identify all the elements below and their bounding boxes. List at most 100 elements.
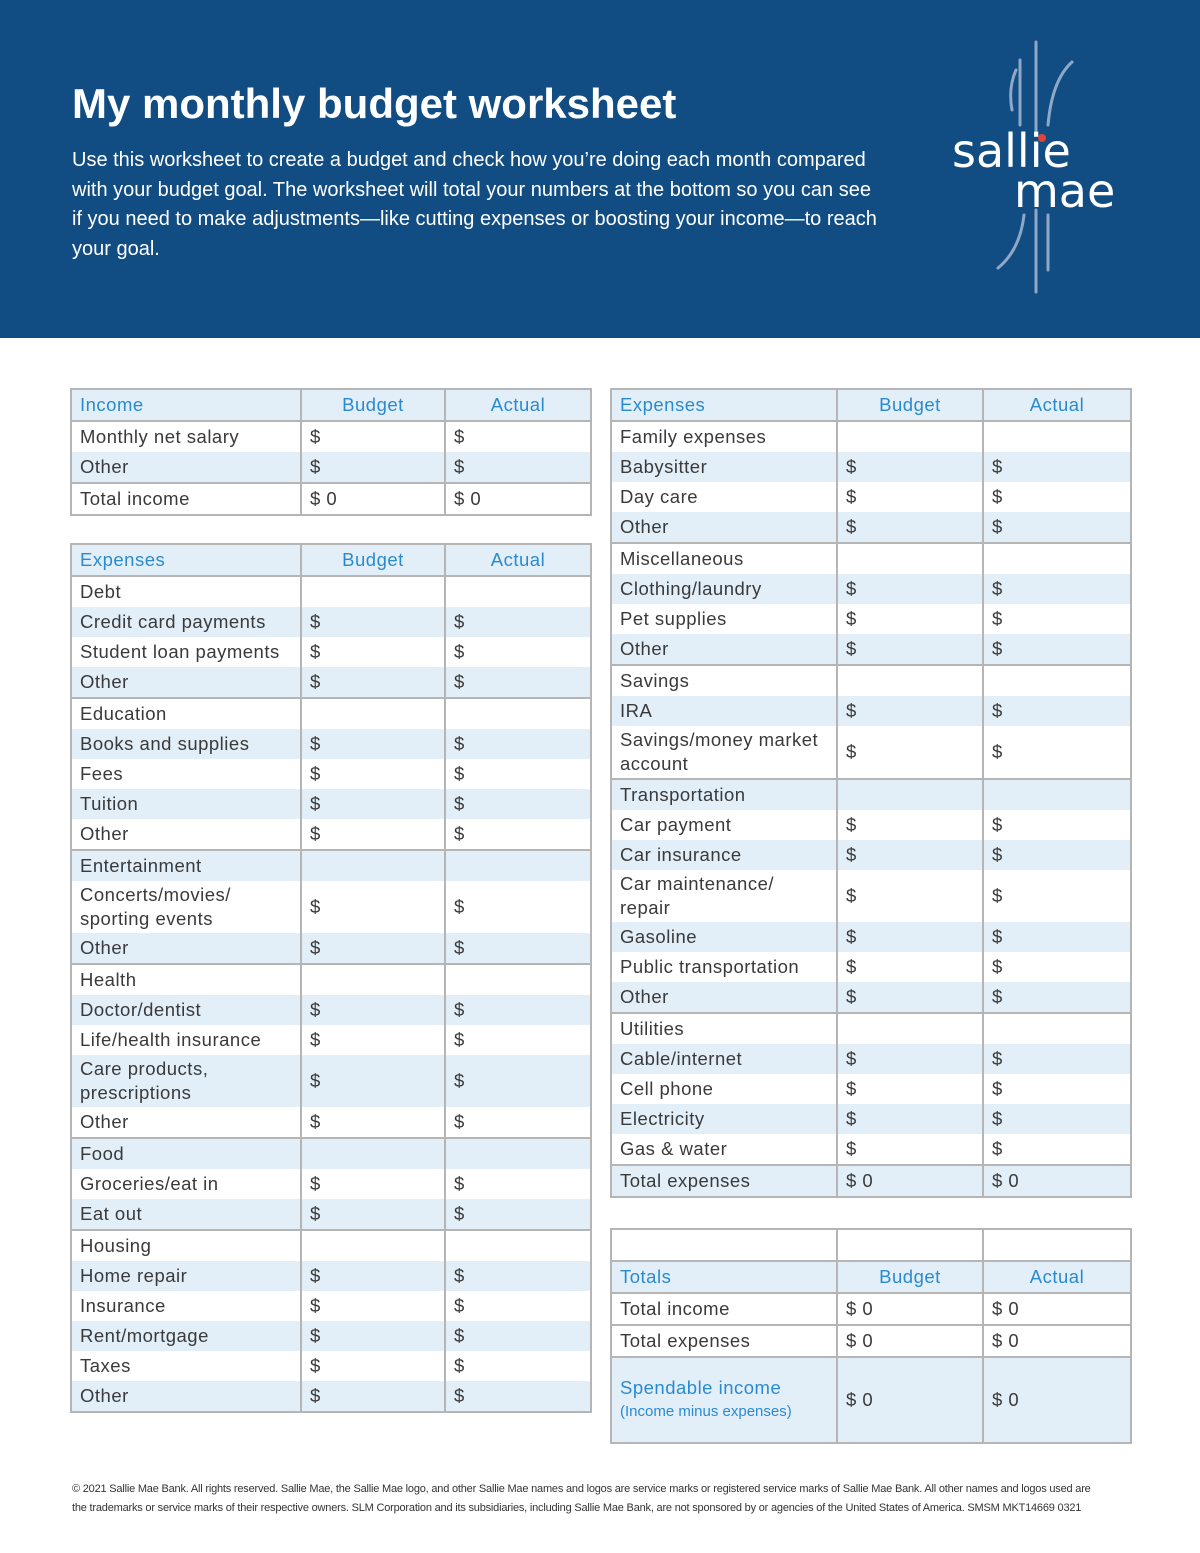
amount: $: [300, 881, 446, 933]
table-row: Care products, prescriptions $ $: [70, 1055, 592, 1107]
amount: $ 0: [836, 1292, 984, 1325]
table-row: Spendable income (Income minus expenses) $…: [610, 1356, 1132, 1444]
table-row: Gasoline $ $: [610, 922, 1132, 952]
amount: $: [836, 512, 984, 543]
table-row: Health: [70, 963, 592, 995]
amount: $ 0: [836, 1356, 984, 1444]
table-row: Other $ $: [70, 1107, 592, 1138]
empty-cell: [300, 575, 446, 607]
empty-cell: [444, 575, 592, 607]
table-row: Other $ $: [70, 819, 592, 850]
table-row: Total expenses $ 0 $ 0: [610, 1164, 1132, 1198]
table-row: Totals Budget Actual: [610, 1260, 1132, 1294]
column-header: Budget: [300, 543, 446, 577]
column-header: Income: [70, 388, 302, 422]
table-row: Monthly net salary $ $: [70, 420, 592, 452]
table-row: Other $ $: [610, 634, 1132, 665]
empty-cell: [836, 542, 984, 574]
row-label: Other: [70, 933, 302, 964]
table-row: Other $ $: [70, 1381, 592, 1413]
amount: $: [836, 1104, 984, 1134]
table-row: Car payment $ $: [610, 810, 1132, 840]
group-title: Utilities: [610, 1012, 838, 1044]
table-row: Cell phone $ $: [610, 1074, 1132, 1104]
amount: $: [300, 1107, 446, 1138]
logo-text: mae: [1014, 164, 1115, 218]
table-row: Clothing/laundry $ $: [610, 574, 1132, 604]
amount: $ 0: [300, 482, 446, 516]
empty-cell: [982, 664, 1132, 696]
amount: $: [982, 952, 1132, 982]
group-title: Savings: [610, 664, 838, 696]
amount: $: [300, 452, 446, 483]
table-row: Public transportation $ $: [610, 952, 1132, 982]
row-label: Other: [610, 634, 838, 665]
amount: $: [836, 696, 984, 726]
amount: $: [444, 1025, 592, 1055]
amount: $: [444, 789, 592, 819]
amount: $: [982, 870, 1132, 922]
row-label: Electricity: [610, 1104, 838, 1134]
amount: $: [836, 952, 984, 982]
row-label: Other: [610, 982, 838, 1013]
amount: $ 0: [444, 482, 592, 516]
amount: $: [444, 759, 592, 789]
empty-cell: [444, 1137, 592, 1169]
table-row: Total income $ 0 $ 0: [610, 1292, 1132, 1325]
amount: $: [300, 729, 446, 759]
table-row: Other $ $: [610, 512, 1132, 543]
amount: $: [444, 1381, 592, 1413]
amount: $: [836, 1044, 984, 1074]
row-label: Rent/mortgage: [70, 1321, 302, 1351]
row-label: Day care: [610, 482, 838, 512]
amount: $: [444, 1351, 592, 1381]
row-label: Other: [70, 819, 302, 850]
group-title: Miscellaneous: [610, 542, 838, 574]
empty-cell: [982, 542, 1132, 574]
row-label: Public transportation: [610, 952, 838, 982]
amount: $ 0: [982, 1292, 1132, 1325]
row-label: Car maintenance/ repair: [610, 870, 838, 922]
table-row: Family expenses: [610, 420, 1132, 452]
group-title: Family expenses: [610, 420, 838, 452]
group-title: Education: [70, 697, 302, 729]
table-row: Concerts/movies/ sporting events $ $: [70, 881, 592, 933]
empty-cell: [836, 420, 984, 452]
amount: $: [982, 1044, 1132, 1074]
amount: $: [300, 607, 446, 637]
empty-cell: [300, 849, 446, 881]
empty-cell: [982, 1012, 1132, 1044]
group-title: Entertainment: [70, 849, 302, 881]
amount: $: [444, 1321, 592, 1351]
group-title: Food: [70, 1137, 302, 1169]
table-row: Doctor/dentist $ $: [70, 995, 592, 1025]
amount: $: [300, 1025, 446, 1055]
table-row: Gas & water $ $: [610, 1134, 1132, 1165]
amount: $: [444, 1107, 592, 1138]
column-header: Expenses: [610, 388, 838, 422]
row-label: Student loan payments: [70, 637, 302, 667]
amount: $: [300, 1351, 446, 1381]
amount: $: [982, 512, 1132, 543]
amount: $: [836, 1074, 984, 1104]
amount: $: [982, 922, 1132, 952]
empty-cell: [444, 849, 592, 881]
row-label: Doctor/dentist: [70, 995, 302, 1025]
column-header: Budget: [836, 1260, 984, 1294]
row-label: Home repair: [70, 1261, 302, 1291]
table-row: Housing: [70, 1229, 592, 1261]
amount: $: [444, 1261, 592, 1291]
table-row: Rent/mortgage $ $: [70, 1321, 592, 1351]
row-label: Total income: [70, 482, 302, 516]
amount: $ 0: [836, 1324, 984, 1357]
table-row: Home repair $ $: [70, 1261, 592, 1291]
amount: $: [444, 933, 592, 964]
amount: $: [982, 1134, 1132, 1165]
table-row: Total income $ 0 $ 0: [70, 482, 592, 516]
amount: $ 0: [982, 1356, 1132, 1444]
row-label: Other: [70, 667, 302, 698]
table-row: Education: [70, 697, 592, 729]
amount: $: [836, 810, 984, 840]
empty-cell: [444, 963, 592, 995]
table-row: Miscellaneous: [610, 542, 1132, 574]
